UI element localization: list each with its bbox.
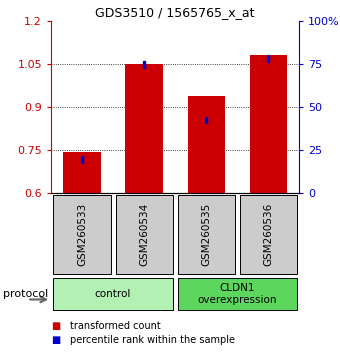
- Text: control: control: [95, 289, 131, 299]
- Bar: [205, 116, 207, 124]
- Bar: [81, 156, 83, 162]
- Bar: [188, 96, 225, 193]
- Text: ■: ■: [51, 321, 60, 331]
- Bar: [250, 55, 287, 193]
- Bar: [177, 195, 235, 274]
- Bar: [240, 195, 297, 274]
- Text: protocol: protocol: [3, 289, 49, 299]
- Text: transformed count: transformed count: [70, 321, 160, 331]
- Text: GSM260535: GSM260535: [201, 203, 211, 266]
- Text: ■: ■: [51, 335, 60, 345]
- Text: percentile rank within the sample: percentile rank within the sample: [70, 335, 235, 345]
- Text: GSM260536: GSM260536: [263, 203, 273, 266]
- Bar: [143, 61, 145, 68]
- Bar: [64, 152, 101, 193]
- Bar: [53, 195, 110, 274]
- Bar: [177, 278, 297, 310]
- Title: GDS3510 / 1565765_x_at: GDS3510 / 1565765_x_at: [95, 6, 255, 19]
- Text: CLDN1
overexpression: CLDN1 overexpression: [198, 283, 277, 305]
- Text: GSM260534: GSM260534: [139, 203, 149, 266]
- Bar: [53, 278, 173, 310]
- Bar: [267, 55, 269, 62]
- Bar: [116, 195, 173, 274]
- Text: GSM260533: GSM260533: [77, 203, 87, 266]
- Bar: [125, 64, 163, 193]
